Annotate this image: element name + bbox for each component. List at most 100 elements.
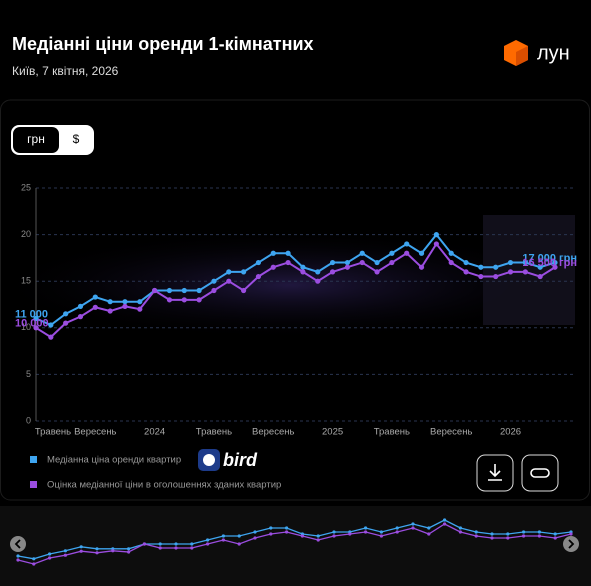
point [300, 269, 306, 275]
y-tick-label: 15 [21, 276, 31, 286]
navigator-point [48, 556, 52, 560]
navigator-point [427, 532, 431, 536]
navigator-point [506, 532, 510, 536]
point [389, 250, 395, 256]
bird-text: bird [223, 450, 258, 470]
point [166, 297, 173, 303]
nav-right[interactable] [563, 536, 579, 552]
legend-swatch [30, 481, 37, 488]
point [226, 269, 232, 275]
point [137, 299, 143, 305]
y-tick-label: 0 [26, 415, 31, 425]
navigator-point [221, 538, 225, 542]
point [433, 241, 439, 247]
nav-left-icon[interactable] [14, 539, 21, 549]
link-icon[interactable] [530, 468, 550, 478]
navigator-point [285, 526, 289, 530]
navigator-point [16, 558, 20, 562]
value-label: 17 000 грн [522, 252, 577, 264]
logo: лун [504, 40, 570, 66]
point [92, 304, 98, 310]
navigator-point [95, 547, 99, 551]
point [122, 299, 128, 305]
point [48, 322, 54, 328]
point [241, 269, 247, 275]
navigator-point [190, 542, 194, 546]
navigator-point [332, 534, 336, 538]
navigator-point [63, 553, 67, 557]
point [537, 264, 543, 270]
navigator-point [206, 538, 210, 542]
navigator-lines [16, 518, 573, 566]
navigator-point [142, 542, 146, 546]
toggle-option[interactable]: $ [73, 132, 80, 146]
value-label: 10 000 [15, 318, 49, 330]
navigator-point [79, 545, 83, 549]
x-tick-label: Травень [35, 427, 71, 438]
navigator-point [553, 536, 557, 540]
navigator-point [506, 536, 510, 540]
bird-badge: bird [198, 449, 258, 471]
navigator-point [79, 549, 83, 553]
point [418, 264, 425, 270]
button-frame[interactable] [521, 454, 559, 492]
point [493, 273, 499, 280]
point [255, 273, 262, 280]
x-tick-label: 2025 [322, 427, 343, 438]
download-button[interactable] [476, 454, 514, 492]
nav-left[interactable] [10, 536, 26, 552]
point [92, 294, 98, 300]
point [463, 259, 469, 266]
navigator-point [474, 530, 478, 534]
navigator-point [95, 551, 99, 555]
toggle-option[interactable]: грн [27, 132, 45, 146]
point [196, 287, 202, 294]
x-tick-label: Вересень [252, 427, 294, 438]
navigator [0, 506, 591, 586]
navigator-point [174, 546, 178, 550]
navigator-point [127, 547, 131, 551]
point [255, 259, 262, 266]
point [537, 273, 543, 280]
navigator-point [490, 536, 494, 540]
point [211, 287, 217, 294]
navigator-point [32, 557, 36, 561]
navigator-point [443, 522, 447, 526]
navigator-point [285, 530, 289, 534]
link-button[interactable] [521, 454, 559, 492]
navigator-point [379, 530, 383, 534]
point [507, 269, 514, 275]
bird-icon-face [203, 454, 215, 466]
point [63, 320, 69, 326]
navigator-point [190, 546, 194, 550]
download-icon[interactable] [488, 464, 502, 481]
point [181, 297, 187, 303]
navigator-point [348, 532, 352, 536]
title: Медіанні ціни оренди 1-кімнатних [12, 34, 314, 54]
point [315, 269, 321, 275]
legend-swatch [30, 456, 37, 463]
navigator-point [206, 542, 210, 546]
x-tick-label: Травень [374, 427, 410, 438]
navigator-point [522, 534, 526, 538]
navigator-point [237, 534, 241, 538]
toggle-active[interactable] [13, 127, 59, 153]
point [241, 287, 247, 294]
navigator-point [127, 550, 131, 554]
navigator-point [411, 526, 415, 530]
point [404, 241, 410, 247]
navigator-point [537, 530, 542, 534]
navigator-point [174, 542, 178, 546]
point [507, 259, 514, 266]
x-tick-label: 2024 [144, 427, 165, 438]
nav-right-icon[interactable] [568, 539, 575, 549]
point [493, 264, 499, 270]
point [315, 278, 321, 284]
point [122, 303, 128, 309]
x-tick-label: 2026 [500, 427, 521, 438]
navigator-point [522, 530, 526, 534]
point [285, 250, 291, 256]
point [374, 269, 380, 275]
point [300, 264, 306, 270]
point [389, 259, 395, 266]
